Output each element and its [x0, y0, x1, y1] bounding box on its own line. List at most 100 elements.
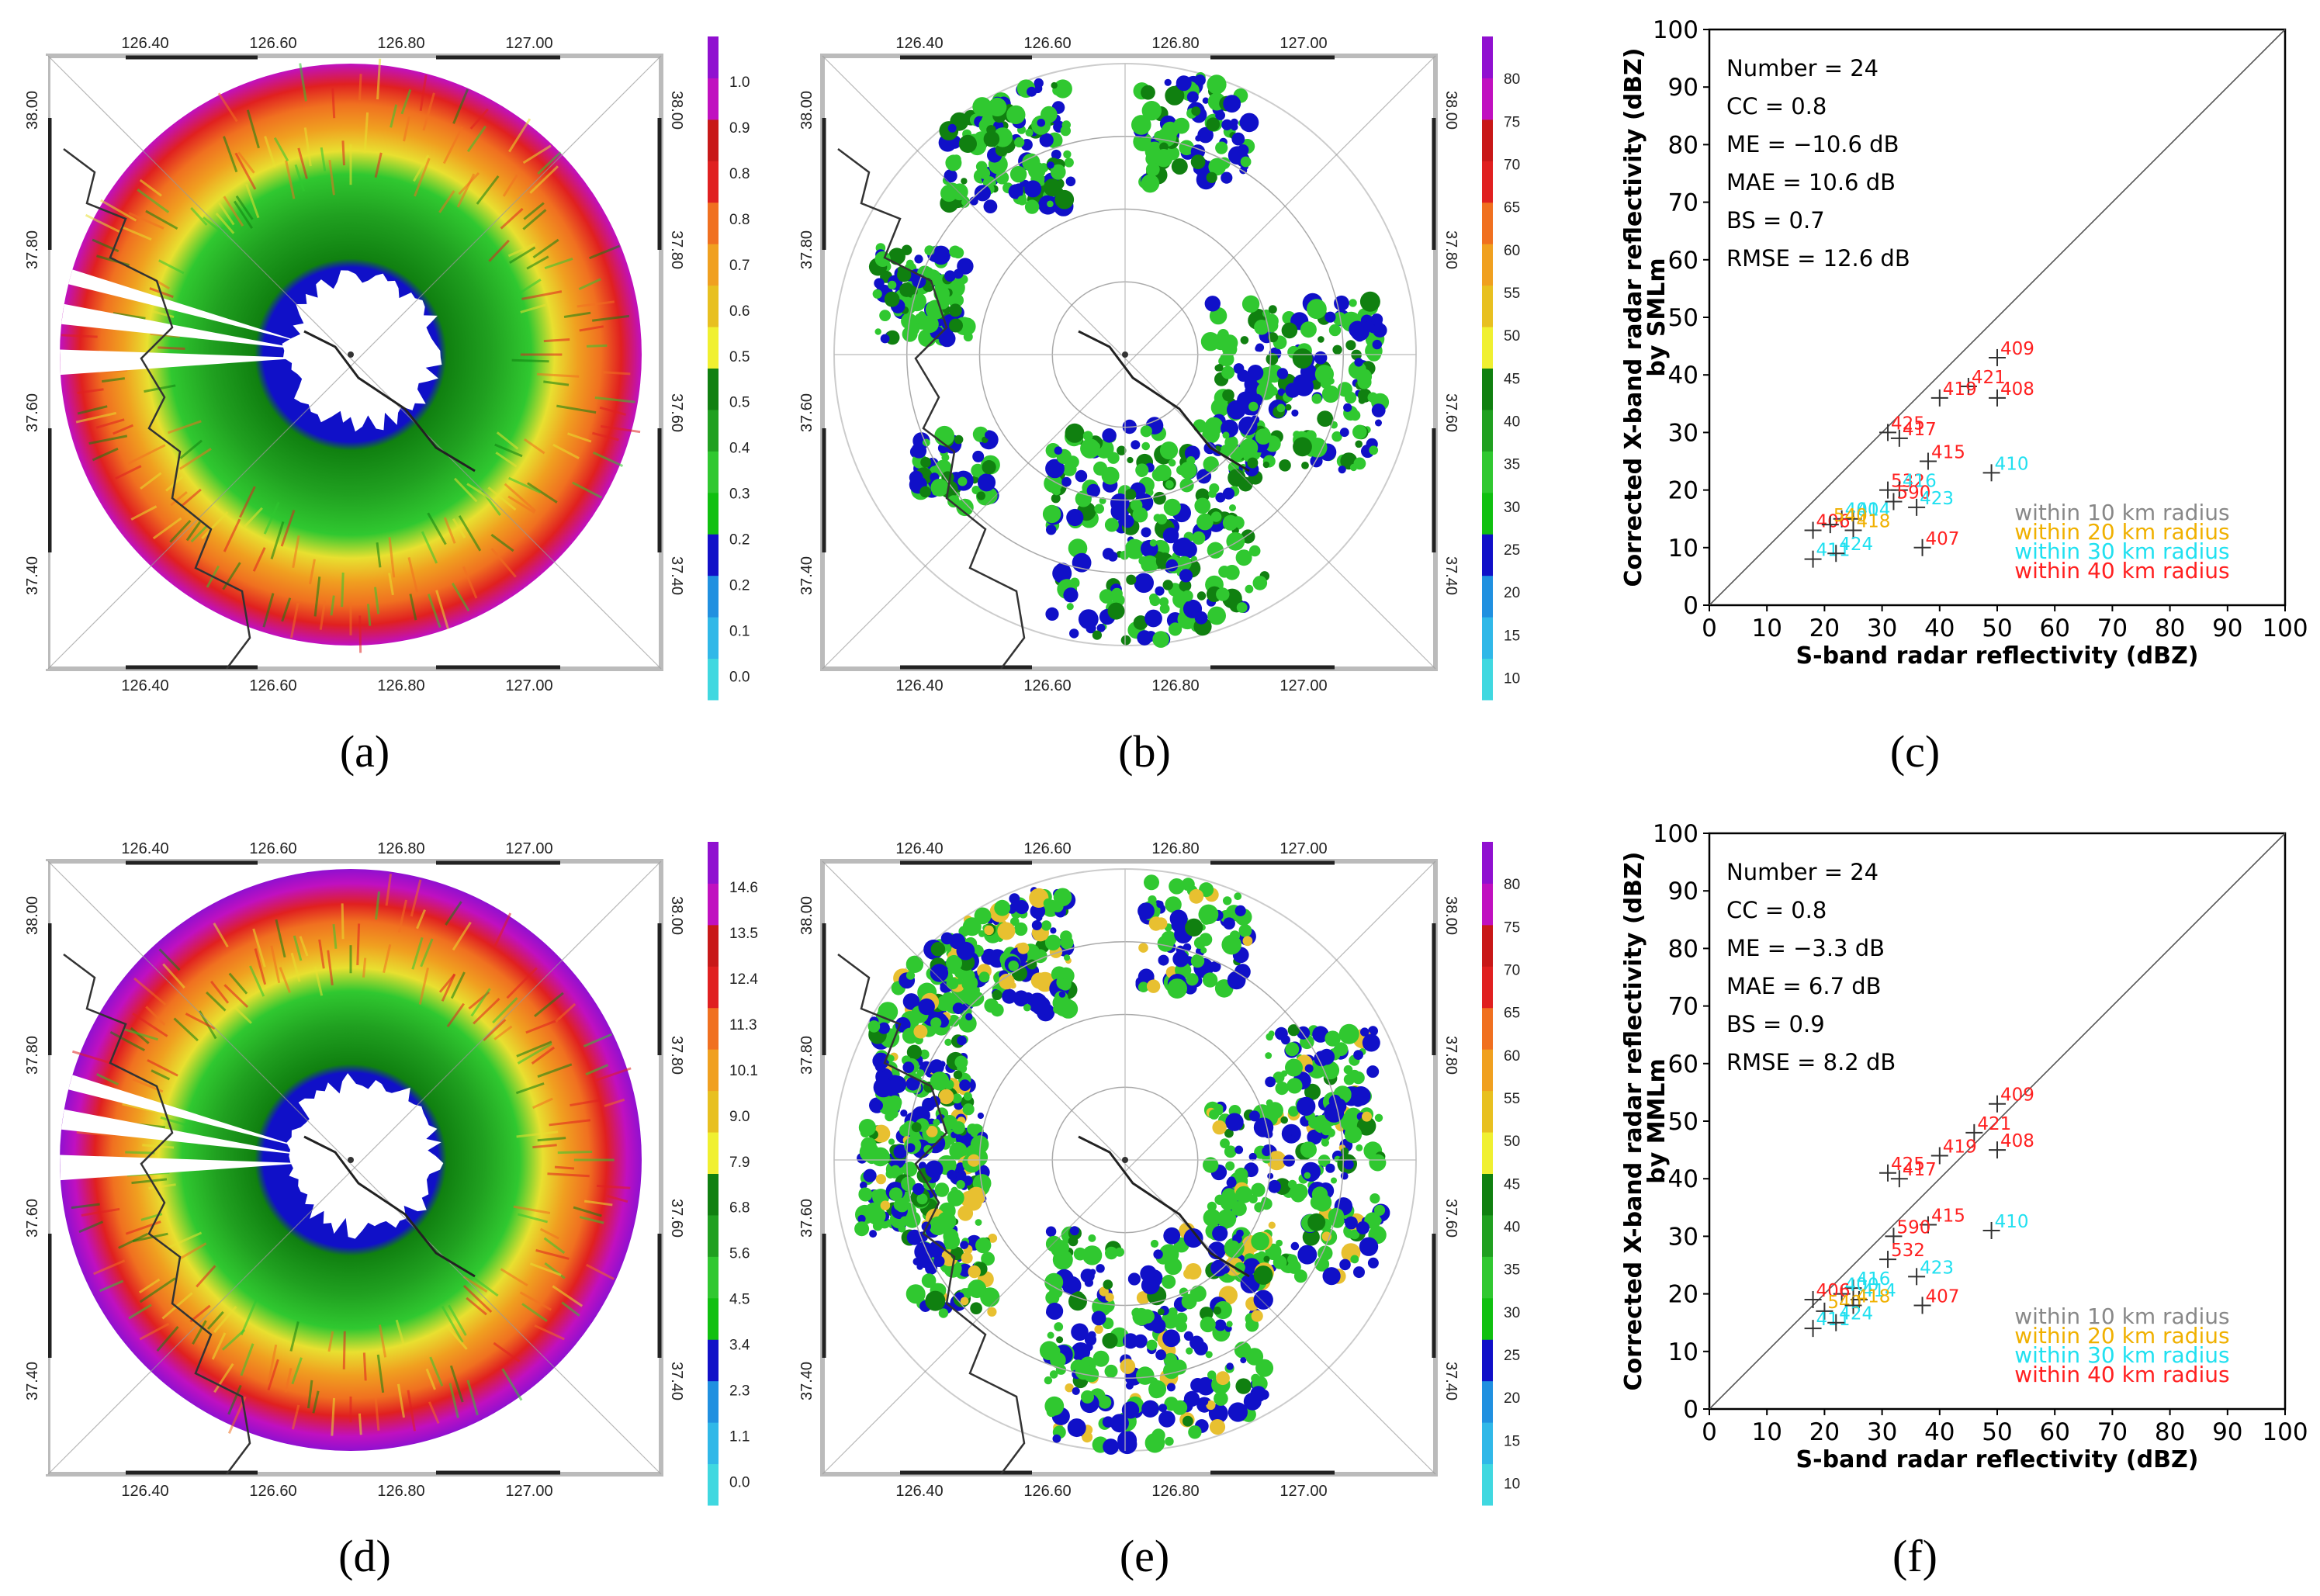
radar-spoke [237, 151, 255, 174]
echo-cell [1213, 1306, 1222, 1315]
echo-cell [957, 122, 965, 130]
radar-spoke [535, 1248, 570, 1260]
echo-cell [926, 1126, 938, 1137]
echo-cell [1314, 351, 1328, 365]
echo-cell [1194, 497, 1211, 514]
echo-cell [1225, 1161, 1235, 1171]
echo-cell [1051, 81, 1058, 89]
echo-cell [1279, 459, 1291, 472]
echo-cell [1345, 1218, 1354, 1227]
echo-cell [1266, 1151, 1286, 1171]
echo-cell [1075, 1362, 1092, 1380]
echo-cell [930, 942, 946, 957]
echo-cell [1017, 195, 1027, 206]
echo-cell [1325, 1163, 1335, 1173]
stat-line: BS = 0.7 [1726, 207, 1825, 234]
echo-cell [1105, 1293, 1114, 1302]
echo-cell [1162, 1329, 1180, 1348]
echo-cell [1229, 504, 1236, 511]
echo-cell [916, 1069, 925, 1077]
echo-cell [1094, 504, 1104, 514]
echo-cell [1234, 905, 1246, 916]
echo-cell [1234, 964, 1251, 980]
colorbar-swatch [1482, 1090, 1493, 1133]
echo-cell [1111, 587, 1123, 600]
echo-cell [1240, 156, 1252, 168]
map-lon-tick-bottom: 126.80 [1151, 677, 1199, 694]
echo-cell [1186, 456, 1196, 466]
radar-spoke [507, 495, 535, 514]
map-lon-tick-bottom: 126.60 [1023, 677, 1071, 694]
echo-cell [1104, 1364, 1118, 1378]
colorbar-tick: 45 [1504, 1176, 1520, 1193]
map-lon-tick-bottom: 127.00 [505, 677, 552, 694]
radar-spoke [519, 1291, 552, 1311]
echo-cell [939, 294, 951, 306]
colorbar-swatch [1482, 327, 1493, 369]
radar-spoke [318, 939, 325, 969]
y-tick-label: 0 [1683, 1396, 1698, 1424]
echo-cell [1169, 878, 1185, 895]
legend-entry: within 20 km radius [2014, 519, 2229, 545]
radar-spoke [495, 452, 518, 468]
radar-spoke [462, 1284, 493, 1314]
echo-cell [1157, 1308, 1165, 1316]
radar-spoke [428, 1401, 440, 1425]
radar-spoke [374, 587, 380, 615]
echo-cell [1144, 874, 1159, 891]
colorbar-swatch [1482, 368, 1493, 410]
echo-cell [1343, 403, 1352, 412]
echo-cell [1210, 511, 1222, 522]
radar-spoke [362, 1352, 367, 1381]
radar-spoke [374, 1397, 380, 1431]
colorbar-tick: 0.5 [729, 349, 750, 365]
echo-cell [1045, 1226, 1057, 1237]
colorbar-tick: 1.1 [729, 1429, 750, 1445]
echo-cell [957, 1205, 974, 1221]
radar-spoke [466, 1297, 487, 1316]
echo-cell [1234, 1167, 1248, 1182]
radar-spoke [71, 1203, 100, 1210]
echo-cell [1251, 1232, 1269, 1251]
radar-spoke [362, 957, 367, 978]
echo-cell [1189, 888, 1204, 904]
radar-spoke [445, 901, 462, 926]
echo-cell [1054, 1322, 1064, 1331]
echo-cell [1053, 888, 1072, 907]
colorbar-swatch [1482, 1173, 1493, 1216]
colorbar-tick: 15 [1504, 1433, 1520, 1449]
radar-spoke [543, 1237, 566, 1255]
echo-cell [1212, 1225, 1228, 1241]
colorbar-swatch [708, 924, 719, 967]
colorbar-swatch [708, 36, 719, 78]
radar-spoke [511, 358, 549, 363]
map-lat-tick-left: 37.80 [798, 230, 815, 269]
echo-cell [1175, 537, 1193, 555]
echo-cell [1228, 469, 1246, 487]
echo-cell [1311, 393, 1322, 404]
echo-cell [1179, 579, 1192, 592]
echo-cell [1031, 920, 1042, 930]
radar-spoke [388, 537, 396, 578]
echo-cell [1024, 180, 1042, 198]
data-point-label: 424 [1839, 1304, 1873, 1324]
echo-cell [1183, 1228, 1203, 1248]
echo-cell [1263, 1255, 1270, 1262]
echo-cell [1353, 1266, 1365, 1279]
colorbar-swatch [1482, 119, 1493, 161]
stat-line: RMSE = 12.6 dB [1726, 245, 1910, 272]
echo-cell [938, 330, 956, 348]
legend-entry: within 10 km radius [2014, 500, 2229, 525]
colorbar-swatch [1482, 1380, 1493, 1423]
echo-cell [925, 1160, 944, 1179]
radar-spoke [147, 309, 175, 319]
radar-spoke [190, 524, 208, 543]
echo-cell [1069, 577, 1080, 588]
echo-cell [1102, 428, 1117, 443]
colorbar-swatch [708, 842, 719, 884]
map-lon-tick-top: 126.60 [1023, 840, 1071, 857]
radar-spoke [427, 594, 441, 628]
echo-cell [1207, 542, 1224, 559]
echo-cell [885, 1169, 895, 1179]
map-panel-b: 126.40 126.60 126.80 127.00 126.40 126.60 126.… [798, 35, 1520, 701]
